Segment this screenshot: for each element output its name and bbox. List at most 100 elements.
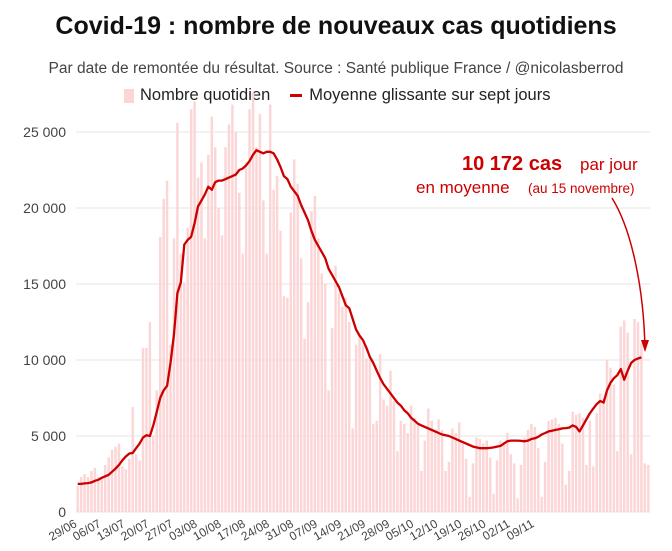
- daily-bar: [530, 423, 533, 512]
- daily-bar: [447, 461, 451, 512]
- daily-bar: [293, 159, 296, 513]
- daily-bar: [647, 464, 650, 512]
- daily-bar: [629, 454, 633, 512]
- annotation-value: 10 172 cas: [462, 153, 562, 175]
- daily-bar: [248, 109, 251, 512]
- daily-bar: [440, 429, 444, 512]
- daily-bar: [502, 442, 506, 512]
- daily-bar: [348, 322, 351, 512]
- daily-bar: [485, 440, 488, 512]
- daily-bar: [509, 454, 513, 512]
- daily-bar: [103, 464, 107, 512]
- daily-bar: [327, 390, 330, 512]
- daily-bar: [506, 432, 509, 512]
- annotation: 10 172 cas par jour en moyenne (au 15 no…: [416, 153, 649, 352]
- daily-bar: [512, 463, 516, 512]
- y-tick-label: 15 000: [23, 276, 66, 292]
- daily-bar: [433, 429, 437, 512]
- daily-bar: [100, 478, 104, 512]
- daily-bar: [571, 411, 574, 512]
- daily-bar: [361, 344, 365, 512]
- daily-bar: [382, 399, 385, 512]
- daily-bar: [372, 423, 375, 512]
- daily-bar: [468, 496, 471, 512]
- daily-bar: [255, 147, 258, 512]
- daily-bar: [550, 419, 554, 512]
- daily-bar: [389, 370, 392, 512]
- daily-bar: [616, 451, 619, 512]
- daily-bar: [420, 470, 423, 512]
- annotation-arrowhead: [641, 340, 649, 352]
- daily-bar: [241, 253, 244, 512]
- daily-bar: [155, 390, 159, 512]
- daily-bar: [265, 253, 268, 512]
- daily-bar: [313, 195, 317, 512]
- daily-bar: [561, 443, 564, 512]
- daily-bar: [282, 296, 286, 512]
- daily-bar: [351, 428, 354, 512]
- daily-bar: [585, 464, 588, 512]
- y-axis: 0 5 000 10 000 15 000 20 000 25 000: [23, 124, 66, 520]
- daily-bar: [79, 477, 83, 512]
- daily-bar: [303, 338, 306, 512]
- daily-bar: [609, 367, 612, 512]
- moving-average-line-group: [77, 149, 642, 486]
- daily-bar: [193, 101, 196, 512]
- daily-bar: [275, 176, 279, 512]
- daily-bar: [86, 477, 90, 512]
- daily-bar: [286, 297, 289, 512]
- daily-bar: [636, 322, 640, 512]
- chart-subtitle: Par date de remontée du résultat. Source…: [48, 60, 624, 77]
- daily-bars: [76, 92, 650, 513]
- daily-bar: [605, 360, 609, 512]
- daily-bar: [547, 420, 550, 512]
- daily-bar: [244, 162, 248, 512]
- daily-bar: [413, 417, 416, 512]
- daily-bar: [523, 437, 526, 512]
- daily-bar: [262, 200, 265, 512]
- y-tick-label: 25 000: [23, 124, 66, 140]
- chart-legend: Nombre quotidien Moyenne glissante sur s…: [124, 86, 550, 105]
- daily-bar: [169, 344, 172, 512]
- daily-bar: [334, 265, 337, 512]
- daily-bar: [471, 463, 475, 512]
- daily-bar: [320, 273, 323, 512]
- daily-bar: [165, 180, 169, 512]
- daily-bar: [543, 461, 547, 512]
- daily-bar: [141, 347, 145, 512]
- daily-bar: [537, 448, 540, 512]
- daily-bar: [499, 440, 502, 512]
- daily-bar: [622, 320, 626, 512]
- daily-bar: [598, 393, 602, 512]
- daily-bar: [110, 449, 114, 512]
- daily-bar: [114, 446, 117, 512]
- daily-bar: [93, 467, 97, 512]
- daily-bar: [516, 498, 519, 512]
- daily-bar: [158, 236, 162, 512]
- daily-bar: [337, 293, 341, 512]
- daily-bar: [148, 322, 152, 512]
- daily-bar: [540, 496, 543, 512]
- daily-bar: [430, 420, 433, 512]
- daily-bar: [482, 443, 485, 512]
- daily-bar: [323, 284, 327, 512]
- daily-bar: [220, 235, 224, 513]
- daily-bar: [179, 253, 183, 512]
- daily-bar: [128, 458, 131, 512]
- daily-bar: [478, 439, 482, 512]
- daily-bar: [564, 484, 568, 512]
- daily-bar: [488, 457, 492, 512]
- legend-bars-label: Nombre quotidien: [140, 86, 271, 104]
- daily-bar: [409, 405, 413, 512]
- x-tick-label: 09/11: [504, 516, 537, 543]
- daily-bar: [519, 464, 523, 512]
- daily-bar: [279, 230, 282, 513]
- daily-bar: [231, 104, 234, 512]
- annotation-unit: par jour: [580, 155, 638, 174]
- daily-bar: [152, 436, 155, 512]
- daily-bar: [227, 124, 231, 513]
- daily-bar: [176, 122, 179, 512]
- daily-bar: [107, 457, 110, 512]
- daily-bar: [354, 344, 358, 512]
- daily-bar: [207, 154, 210, 513]
